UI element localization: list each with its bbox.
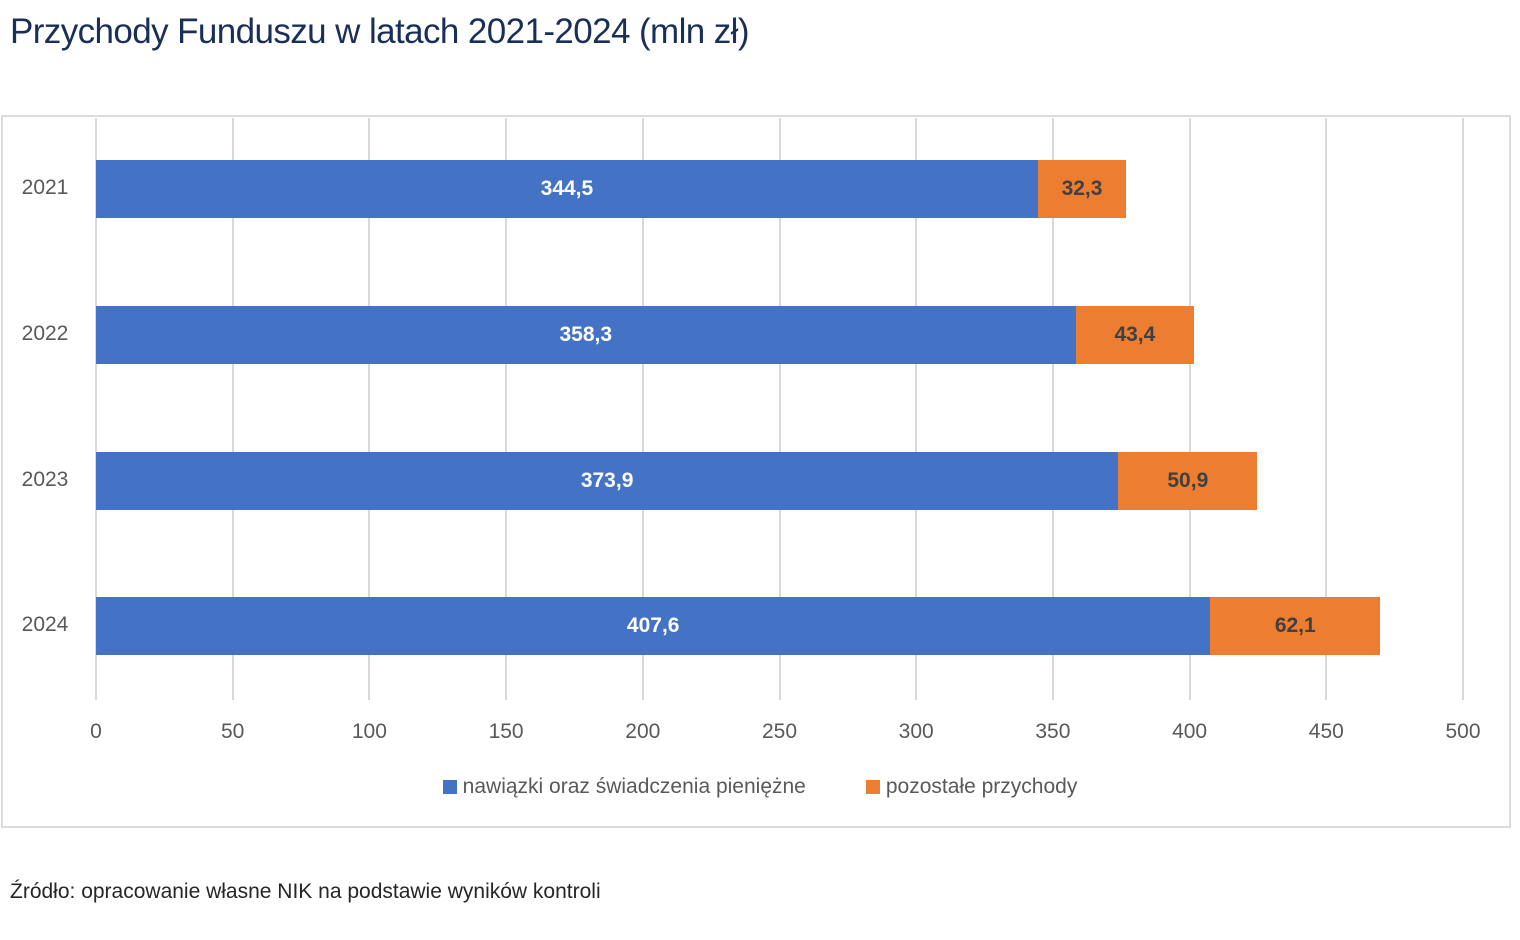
chart-frame — [1, 115, 1511, 828]
legend-swatch-icon — [865, 780, 880, 794]
legend-label: nawiązki oraz świadczenia pieniężne — [462, 775, 806, 798]
chart-legend: nawiązki oraz świadczenia pieniężne pozos… — [0, 775, 1520, 799]
source-note: Źródło: opracowanie własne NIK na podsta… — [10, 880, 601, 903]
legend-swatch-icon — [442, 780, 457, 794]
legend-item: pozostałe przychody — [865, 775, 1078, 799]
legend-label: pozostałe przychody — [885, 775, 1078, 798]
chart-title: Przychody Funduszu w latach 2021-2024 (m… — [10, 12, 749, 51]
legend-item: nawiązki oraz świadczenia pieniężne — [442, 775, 806, 799]
